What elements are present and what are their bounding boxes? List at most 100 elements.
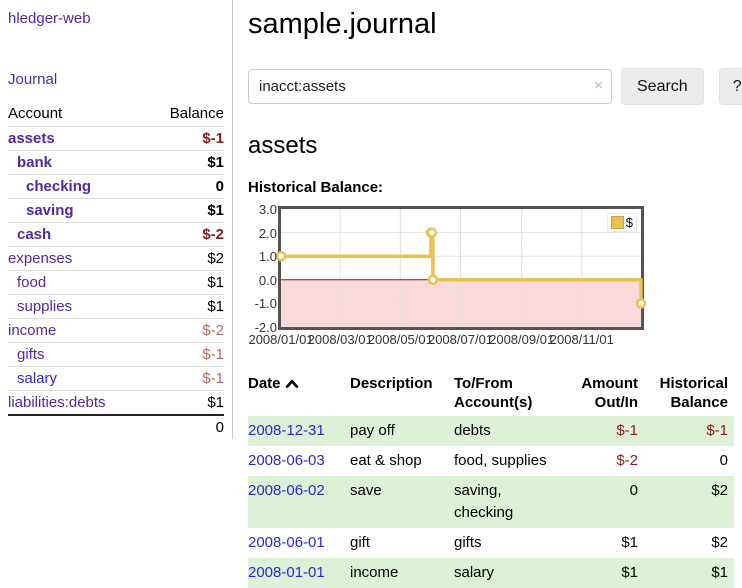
cell-accounts: saving, checking [454, 482, 514, 521]
transaction-date-link[interactable]: 2008-06-02 [248, 482, 325, 499]
account-link[interactable]: cash [17, 226, 52, 243]
account-balance: $2 [146, 246, 224, 271]
account-row: liabilities:debts $1 [8, 390, 224, 415]
cell-balance: $1 [711, 564, 728, 581]
account-link[interactable]: bank [17, 154, 53, 171]
account-tree-table: Account Balance assets $-1 bank $1 checking 0… [8, 102, 224, 439]
legend-label: $ [625, 215, 633, 230]
transaction-date-link[interactable]: 2008-12-31 [248, 422, 325, 439]
account-link[interactable]: income [8, 322, 57, 339]
account-row: checking 0 [8, 174, 224, 199]
account-balance: $-1 [146, 342, 224, 367]
cell-accounts: food, supplies [454, 452, 547, 469]
account-balance: $1 [146, 150, 224, 175]
cell-amount: $1 [621, 564, 638, 581]
register-header-description: Description [350, 375, 433, 392]
account-balance: $-2 [146, 318, 224, 343]
chevron-up-icon [285, 375, 299, 394]
help-button[interactable]: ? [718, 68, 742, 105]
account-row: assets $-1 [8, 126, 224, 151]
chart-plot-area[interactable]: $ 2008/01/01 2008/03/01 2008/05/01 2008/07/… [248, 202, 647, 347]
account-row: food $1 [8, 270, 224, 295]
register-row: 2008-12-31 pay off debts $-1 $-1 [248, 416, 734, 446]
brand-link[interactable]: hledger-web [8, 10, 91, 27]
cell-balance: 0 [719, 452, 728, 469]
transaction-date-link[interactable]: 2008-06-01 [248, 534, 325, 551]
y-tick-label: -2.0 [254, 320, 277, 335]
cell-balance: $2 [711, 482, 728, 499]
account-row: income $-2 [8, 318, 224, 343]
cell-date: 2008-06-03 [248, 446, 344, 476]
account-balance: $1 [146, 390, 224, 415]
search-button[interactable]: Search [621, 68, 704, 105]
x-tick-label: 2008/11/01 [549, 332, 614, 347]
balance-column-header: Balance [169, 105, 224, 122]
cell-date: 2008-12-31 [248, 416, 344, 446]
register-header-accounts: To/From Account(s) [454, 375, 533, 411]
cell-accounts: salary [454, 564, 495, 581]
y-tick-label: 0.0 [258, 272, 277, 288]
cell-description: eat & shop [350, 452, 422, 469]
cell-amount: $-1 [616, 422, 638, 439]
chart-title: Historical Balance: [248, 179, 384, 196]
y-tick-label: 1.0 [258, 249, 277, 265]
transaction-date-link[interactable]: 2008-01-01 [248, 564, 325, 581]
nav-journal-link[interactable]: Journal [8, 71, 58, 88]
account-link[interactable]: gifts [17, 346, 45, 363]
account-link[interactable]: liabilities:debts [8, 394, 106, 411]
account-link[interactable]: food [17, 274, 47, 291]
account-balance: $1 [146, 270, 224, 295]
chart-legend: $ [606, 213, 637, 232]
chart-canvas [275, 209, 647, 327]
clear-search-icon[interactable]: × [594, 77, 603, 94]
x-tick-label: 2008/05/01 [367, 332, 433, 347]
search-input[interactable] [248, 69, 612, 104]
y-tick-label: 3.0 [258, 202, 277, 217]
account-link[interactable]: assets [8, 130, 55, 147]
account-link[interactable]: supplies [17, 298, 73, 315]
x-tick-label: 2008/03/01 [307, 332, 373, 347]
total-row: 0 [8, 414, 224, 439]
account-row: bank $1 [8, 150, 224, 175]
register-row: 2008-01-01 income salary $1 $1 [248, 558, 734, 588]
historical-balance-chart: $ 2008/01/01 2008/03/01 2008/05/01 2008/07/… [248, 202, 742, 352]
register-table: Date Description To/From Account(s) Amou… [248, 372, 734, 588]
y-tick-label: -1.0 [254, 296, 277, 312]
account-column-header: Account [8, 105, 63, 122]
transaction-date-link[interactable]: 2008-06-03 [248, 452, 325, 469]
page-title: sample.journal [248, 8, 437, 40]
cell-accounts: debts [454, 422, 491, 439]
account-link[interactable]: saving [26, 202, 74, 219]
cell-amount: 0 [629, 482, 638, 499]
account-link[interactable]: salary [17, 370, 58, 387]
account-balance: $-1 [146, 366, 224, 391]
main-content: sample.journal × Search ? assets Histori… [233, 0, 742, 588]
cell-accounts: gifts [454, 534, 482, 551]
search-bar: × Search ? [248, 68, 742, 105]
account-balance: 0 [146, 174, 224, 199]
account-link[interactable]: checking [26, 178, 92, 195]
cell-description: pay off [350, 422, 395, 439]
cell-description: save [350, 482, 382, 499]
account-heading: assets [248, 132, 318, 159]
x-axis-labels: 2008/01/01 2008/03/01 2008/05/01 2008/07/01… [248, 330, 641, 348]
account-balance: $1 [146, 294, 224, 319]
cell-amount: $-2 [616, 452, 638, 469]
register-row: 2008-06-03 eat & shop food, supplies $-2 0 [248, 446, 734, 476]
register-row: 2008-06-02 save saving, checking 0 $2 [248, 476, 734, 528]
sidebar: hledger-web Journal Account Balance asse… [0, 0, 233, 439]
cell-description: gift [350, 534, 371, 551]
account-row: supplies $1 [8, 294, 224, 319]
account-row: expenses $2 [8, 246, 224, 271]
register-header-date[interactable]: Date [248, 372, 344, 416]
register-row: 2008-06-01 gift gifts $1 $2 [248, 528, 734, 558]
account-balance: $1 [146, 198, 224, 223]
account-row: salary $-1 [8, 366, 224, 391]
register-header-amount: Amount Out/In [581, 375, 638, 411]
register-header-balance: Historical Balance [659, 375, 728, 411]
account-row: saving $1 [8, 198, 224, 223]
x-tick-label: 2008/07/01 [427, 332, 494, 347]
x-tick-label: 2008/01/01 [248, 332, 314, 347]
account-link[interactable]: expenses [8, 250, 73, 267]
